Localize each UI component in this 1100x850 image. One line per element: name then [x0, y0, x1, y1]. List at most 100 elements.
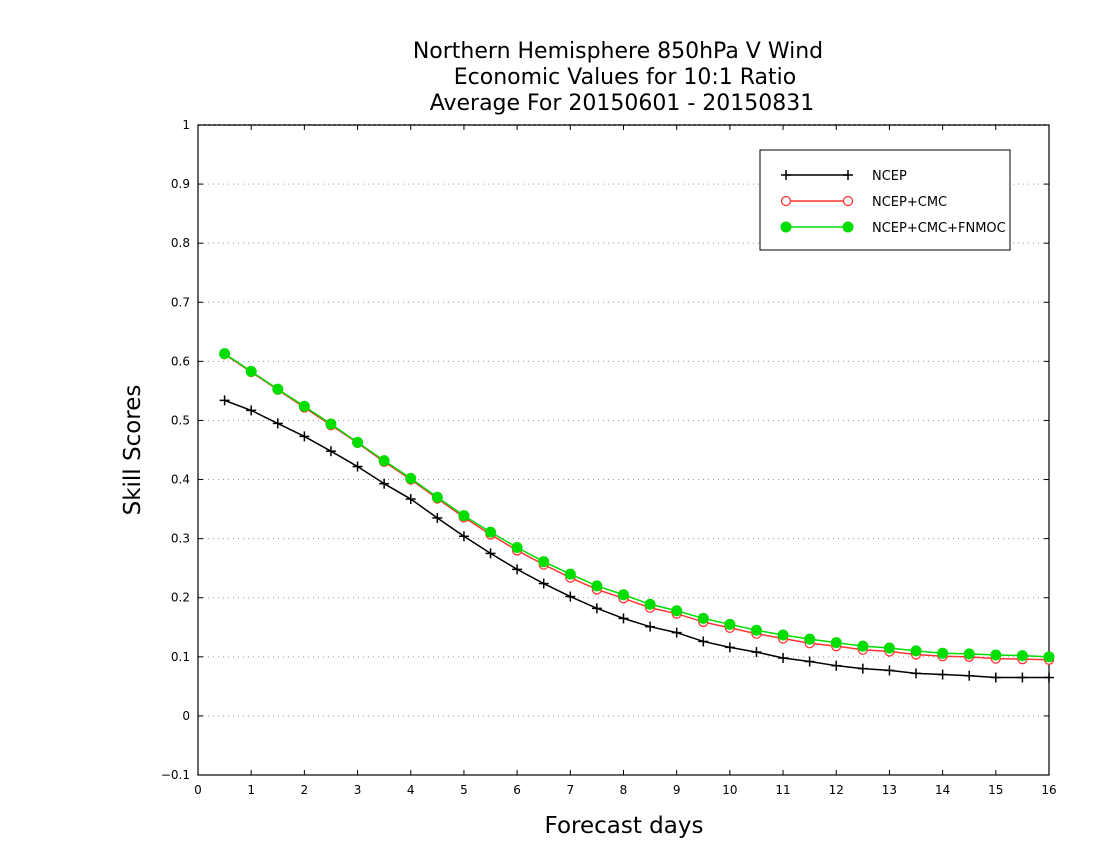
data-point-ncep [565, 591, 576, 602]
data-point-ncep [831, 660, 842, 671]
data-point-ncep-cmc-fnmoc [750, 624, 762, 636]
series-line-ncep-cmc-fnmoc [224, 353, 1050, 658]
data-point-ncep-cmc-fnmoc [1043, 651, 1055, 663]
x-tick-label: 12 [829, 783, 844, 797]
y-tick-label: 0.2 [171, 591, 190, 605]
x-tick-label: 14 [935, 783, 950, 797]
x-tick-label: 2 [301, 783, 309, 797]
x-tick-label: 6 [513, 783, 521, 797]
legend-entry-ncep-cmc-fnmoc: NCEP+CMC+FNMOC [780, 221, 1006, 236]
x-tick-label: 9 [673, 783, 681, 797]
data-point-ncep-cmc-fnmoc [591, 580, 603, 592]
legend-box [759, 149, 1011, 251]
data-point-ncep [512, 564, 523, 575]
data-point-ncep-cmc-fnmoc [644, 598, 656, 610]
legend-marker [843, 170, 853, 180]
data-point-ncep-cmc-fnmoc [990, 649, 1002, 661]
data-point-ncep-cmc-fnmoc [352, 436, 364, 448]
data-point-ncep-cmc-fnmoc [963, 648, 975, 660]
data-point-ncep [804, 656, 815, 667]
data-point-ncep [325, 446, 336, 457]
y-tick-label: 0.7 [171, 295, 190, 309]
chart-title: Northern Hemisphere 850hPa V Wind Econom… [413, 39, 823, 116]
legend-marker [781, 170, 791, 180]
x-tick-label: 3 [354, 783, 362, 797]
data-point-ncep [485, 548, 496, 559]
y-tick-label: 0.8 [171, 236, 190, 250]
data-point-ncep [1017, 672, 1028, 683]
data-point-ncep-cmc-fnmoc [325, 418, 337, 430]
data-point-ncep [1044, 672, 1054, 683]
legend-entry-ncep-cmc: NCEP+CMC [780, 195, 947, 210]
data-point-ncep-cmc-fnmoc [272, 383, 284, 395]
data-point-ncep [778, 653, 789, 663]
series-line-ncep-cmc [224, 353, 1050, 661]
data-point-ncep-cmc-fnmoc [724, 618, 736, 630]
x-tick-label: 1 [247, 783, 255, 797]
data-point-ncep [884, 665, 895, 676]
data-point-ncep-cmc-fnmoc [405, 472, 417, 484]
data-point-ncep [990, 672, 1001, 683]
data-point-ncep-cmc-fnmoc [857, 640, 869, 652]
legend-marker [780, 195, 792, 207]
data-point-ncep [432, 512, 443, 523]
y-axis-label: Skill Scores [120, 385, 146, 516]
series-ncep [219, 395, 1054, 683]
y-tick-label: 0 [182, 709, 190, 723]
x-tick-label: 13 [882, 783, 897, 797]
data-point-ncep-cmc-fnmoc [511, 542, 523, 553]
y-tick-label: 0.5 [171, 413, 190, 427]
data-point-ncep [618, 613, 629, 624]
data-point-ncep [246, 405, 257, 416]
x-tick-label: 0 [194, 783, 202, 797]
data-point-ncep [538, 578, 549, 589]
y-tick-label: 0.1 [171, 650, 190, 664]
data-point-ncep-cmc-fnmoc [431, 491, 443, 503]
y-tick-label: 0.9 [171, 177, 190, 191]
data-point-ncep-cmc-fnmoc [697, 612, 709, 624]
y-tick-label: 0.6 [171, 354, 190, 368]
x-tick-label: 5 [460, 783, 468, 797]
chart-title-line-3: Average For 20150601 - 20150831 [430, 91, 815, 116]
data-point-ncep-cmc-fnmoc [910, 645, 922, 657]
data-point-ncep-cmc-fnmoc [830, 637, 842, 649]
data-point-ncep [591, 603, 602, 614]
y-tick-label: 0.3 [171, 532, 190, 546]
x-tick-label: 8 [620, 783, 628, 797]
legend-marker [780, 221, 792, 233]
legend-label: NCEP+CMC+FNMOC [872, 221, 1006, 236]
legend: NCEP NCEP+CMC NCEP+CMC+FNMOC [759, 149, 1011, 251]
data-point-ncep-cmc-fnmoc [219, 348, 231, 360]
data-point-ncep-cmc-fnmoc [804, 633, 816, 645]
data-point-ncep [272, 418, 283, 429]
x-tick-label: 11 [775, 783, 790, 797]
data-point-ncep [645, 621, 656, 632]
data-point-ncep-cmc-fnmoc [618, 589, 629, 601]
legend-marker [842, 221, 854, 233]
x-tick-label: 10 [722, 783, 737, 797]
data-point-ncep-cmc-fnmoc [245, 365, 257, 377]
legend-label: NCEP [872, 169, 907, 184]
data-point-ncep [671, 627, 682, 638]
data-point-ncep [352, 461, 363, 472]
series-layer [219, 348, 1055, 683]
data-point-ncep-cmc-fnmoc [378, 455, 390, 467]
series-ncep-cmc [219, 349, 1055, 665]
legend-entry-ncep: NCEP [781, 169, 907, 184]
data-point-ncep [724, 642, 735, 653]
data-point-ncep [299, 431, 310, 442]
x-axis-label: Forecast days [545, 813, 704, 839]
data-point-ncep-cmc-fnmoc [671, 605, 683, 617]
data-point-ncep [857, 663, 868, 674]
x-tick-label: 16 [1041, 783, 1056, 797]
data-point-ncep [219, 395, 230, 406]
legend-marker [842, 195, 854, 207]
data-point-ncep [458, 531, 469, 542]
data-point-ncep-cmc-fnmoc [485, 526, 497, 538]
data-point-ncep-cmc-fnmoc [298, 400, 310, 412]
legend-label: NCEP+CMC [872, 195, 947, 210]
y-tick-label: 0.4 [171, 473, 190, 487]
x-tick-label: 15 [988, 783, 1003, 797]
x-axis: 0 1 2 3 4 5 6 7 8 9 10 11 12 13 14 15 16 [194, 125, 1057, 797]
data-point-ncep [379, 478, 390, 489]
